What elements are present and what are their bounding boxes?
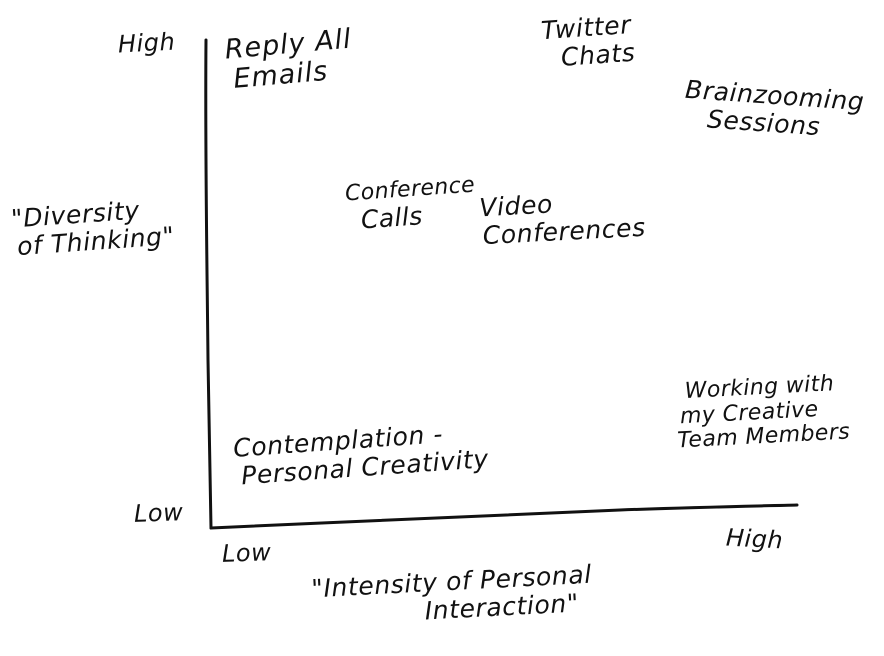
item-video-conferences: Video Conferences: [479, 186, 647, 251]
y-axis-high-label: High: [117, 27, 176, 59]
y-axis-line: [204, 38, 213, 530]
x-axis-low-label: Low: [221, 538, 272, 568]
item-twitter-chats-line-2: Chats: [559, 37, 637, 72]
item-reply-all-emails: Reply All Emails: [224, 24, 356, 96]
item-working-with-team: Working with my Creative Team Members: [674, 371, 851, 455]
item-twitter-chats: Twitter Chats: [540, 10, 637, 73]
x-axis-line: [209, 503, 799, 530]
x-axis-high-label: High: [725, 523, 784, 555]
y-axis-title: "Diversity of Thinking": [6, 194, 175, 262]
y-axis-low-label: Low: [133, 498, 184, 528]
item-conference-calls: Conference Calls: [344, 173, 478, 236]
